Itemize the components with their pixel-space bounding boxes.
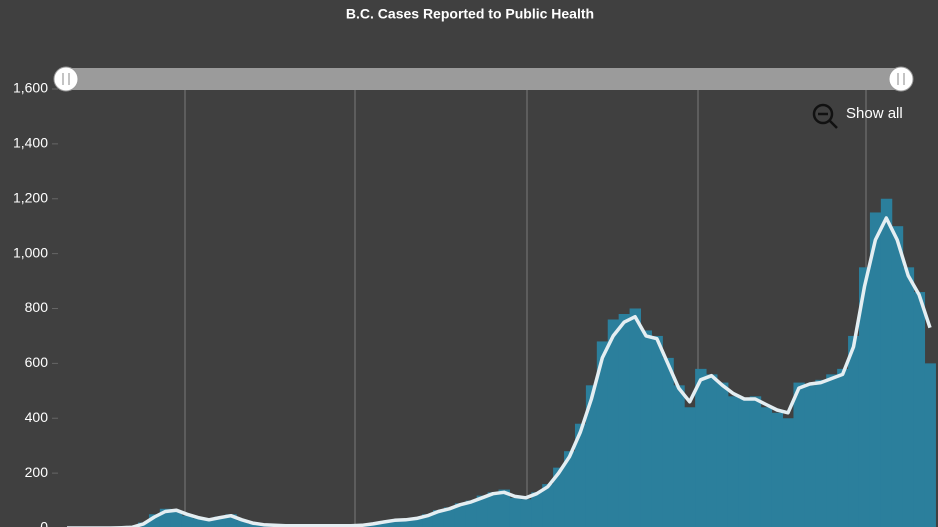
bar xyxy=(181,515,194,527)
bar xyxy=(607,319,620,527)
y-tick-label: 600 xyxy=(25,354,49,370)
y-tick-label: 1,600 xyxy=(13,80,48,96)
y-tick-label: 1,400 xyxy=(13,135,48,151)
bar xyxy=(443,507,456,527)
bar xyxy=(170,510,183,527)
bar xyxy=(913,292,926,527)
bar xyxy=(815,379,827,527)
bar xyxy=(782,418,794,527)
bar xyxy=(553,467,565,527)
bar xyxy=(760,407,773,527)
bar xyxy=(509,497,521,527)
bar xyxy=(749,396,762,527)
bar xyxy=(716,382,729,527)
bar xyxy=(771,412,784,527)
average-line xyxy=(67,216,932,527)
bar xyxy=(585,385,598,527)
handle-grip xyxy=(62,73,70,85)
bar xyxy=(411,517,423,527)
bar xyxy=(640,330,652,527)
show-all-label[interactable]: Show all xyxy=(846,105,903,122)
bar xyxy=(618,313,631,527)
y-tick-label: 1,200 xyxy=(13,189,48,205)
bar xyxy=(465,500,478,527)
bar xyxy=(738,399,751,527)
bar xyxy=(880,198,893,527)
bar xyxy=(869,212,882,527)
bar xyxy=(192,518,205,527)
bar xyxy=(684,407,696,527)
bar xyxy=(454,503,467,527)
bar xyxy=(804,385,816,527)
bar xyxy=(531,492,543,527)
bar xyxy=(422,514,434,527)
slider-handle-right[interactable] xyxy=(888,66,914,92)
bar xyxy=(706,374,718,527)
bar xyxy=(826,374,838,527)
bar xyxy=(247,523,259,527)
bar xyxy=(793,382,805,527)
bar xyxy=(858,267,871,527)
range-slider[interactable] xyxy=(66,68,901,90)
bar xyxy=(542,484,554,527)
bar xyxy=(400,520,412,527)
y-tick-label: 400 xyxy=(25,409,49,425)
bar xyxy=(520,499,532,527)
bar xyxy=(574,423,587,527)
chart-title: B.C. Cases Reported to Public Health xyxy=(346,6,594,22)
show-all-button[interactable]: Show all xyxy=(812,103,903,129)
bar xyxy=(902,267,915,527)
bar xyxy=(432,510,445,527)
bar xyxy=(203,520,215,527)
bar xyxy=(148,514,161,527)
bar xyxy=(924,363,936,527)
plot xyxy=(67,198,936,527)
bar xyxy=(727,396,740,527)
y-tick-label: 1,000 xyxy=(13,244,48,260)
slider-handle-left[interactable] xyxy=(53,66,79,92)
bar xyxy=(236,520,248,527)
bar xyxy=(214,516,226,527)
bar xyxy=(662,357,674,527)
y-tick-label: 800 xyxy=(25,299,49,315)
bar xyxy=(378,521,390,527)
bar xyxy=(651,335,663,527)
x-grid xyxy=(184,90,867,527)
bar xyxy=(695,368,707,527)
bar xyxy=(673,385,685,527)
zoom-icon xyxy=(812,103,834,125)
y-tick-label: 0 xyxy=(40,519,48,527)
bar xyxy=(225,514,237,527)
bar xyxy=(564,451,576,527)
bar xyxy=(389,519,401,527)
bar xyxy=(891,226,904,527)
bar xyxy=(848,335,860,527)
bar xyxy=(596,341,609,527)
bar xyxy=(498,489,510,527)
bar xyxy=(629,308,642,527)
bar xyxy=(837,368,849,527)
bar xyxy=(476,495,489,527)
zoom-icon-stroke xyxy=(818,112,838,129)
bar xyxy=(159,508,172,527)
handle-grip xyxy=(897,73,905,85)
bar xyxy=(487,492,499,527)
y-tick-label: 200 xyxy=(25,464,49,480)
